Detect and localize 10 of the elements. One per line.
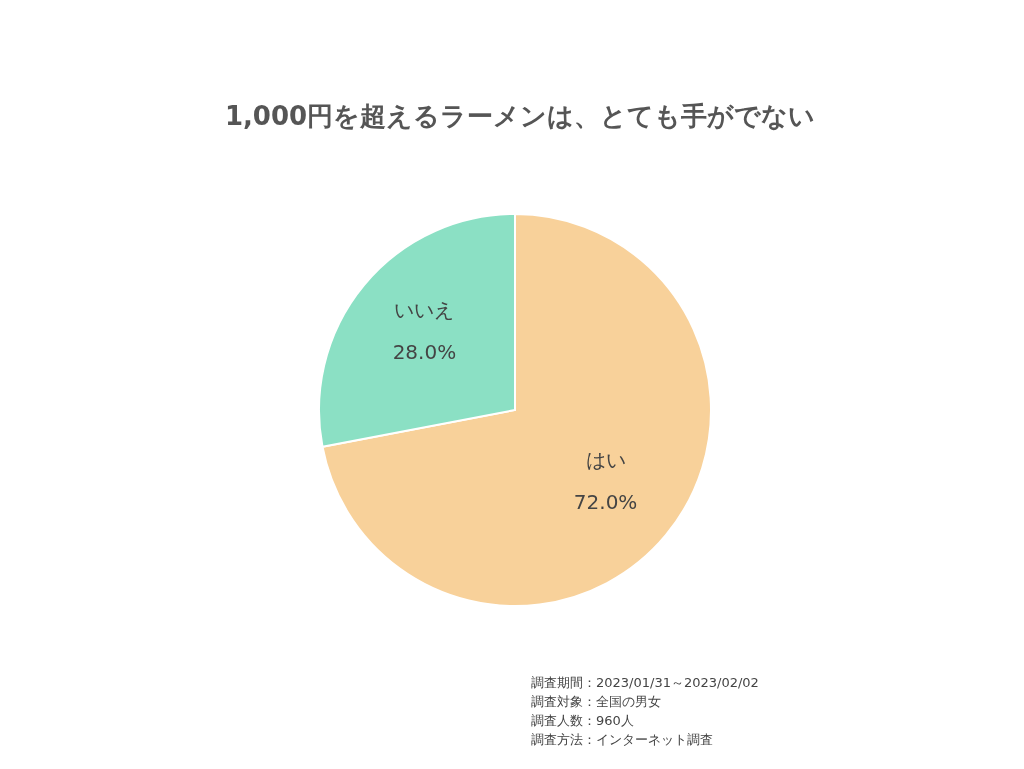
- slice-label: はい: [585, 447, 626, 472]
- text: 調査期間：2023/01/31～2023/02/02: [531, 675, 759, 690]
- text: 調査人数：960人: [531, 713, 634, 728]
- data-label: 72.0%: [573, 489, 638, 514]
- chart-title: 1,000円を超えるラーメンは、とても手がでない: [224, 101, 816, 131]
- pie-slice: [321, 213, 712, 607]
- text: 調査対象：全国の男女: [531, 694, 661, 709]
- data-label: 28.0%: [392, 340, 457, 365]
- slice-label: いいえ: [394, 298, 455, 323]
- text: 調査方法：インターネット調査: [531, 732, 713, 747]
